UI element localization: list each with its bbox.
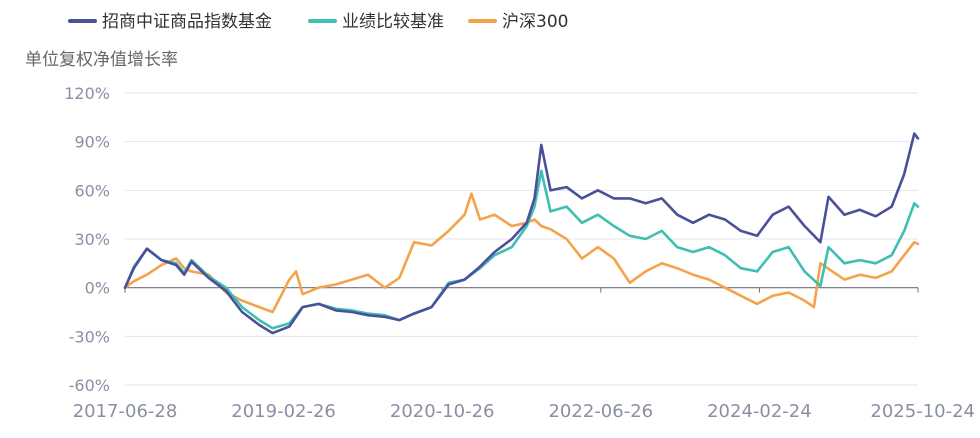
x-axis: 2017-06-28 2019-02-26 2020-10-26 2022-06-26… xyxy=(73,287,975,422)
legend-label: 业绩比较基准 xyxy=(342,12,444,32)
y-tick-label: 60% xyxy=(74,181,110,200)
x-tick-label: 2022-06-26 xyxy=(548,401,653,422)
series-line xyxy=(123,169,920,330)
y-axis-ticks: 120% 90% 60% 30% 0% -30% -60% xyxy=(64,84,110,395)
y-tick-label: 0% xyxy=(85,279,110,298)
y-tick-label: -30% xyxy=(69,327,110,346)
y-tick-label: 30% xyxy=(74,230,110,249)
grid xyxy=(125,92,918,386)
y-tick-label: 90% xyxy=(74,133,110,152)
series-lines xyxy=(123,132,920,335)
series-line xyxy=(123,192,920,314)
x-tick-label: 2025-10-24 xyxy=(870,401,975,422)
x-tick-label: 2024-02-24 xyxy=(707,401,812,422)
y-tick-label: -60% xyxy=(69,376,110,395)
legend: 招商中证商品指数基金 业绩比较基准 沪深300 xyxy=(68,12,568,32)
x-tick-label: 2020-10-26 xyxy=(390,401,495,422)
y-tick-label: 120% xyxy=(64,84,110,103)
legend-label: 沪深300 xyxy=(502,12,568,32)
x-tick-label: 2019-02-26 xyxy=(231,401,336,422)
y-axis-label: 单位复权净值增长率 xyxy=(25,50,178,70)
legend-label: 招商中证商品指数基金 xyxy=(102,12,272,32)
series-line xyxy=(123,132,920,335)
x-tick-label: 2017-06-28 xyxy=(73,401,178,422)
